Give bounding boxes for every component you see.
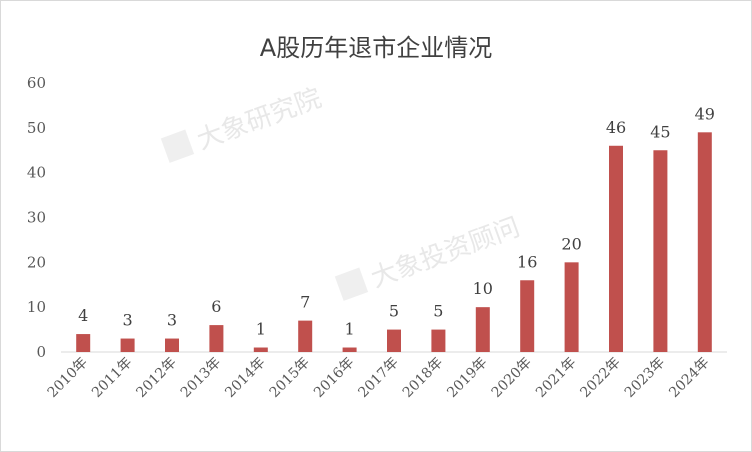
data-label: 3 xyxy=(167,311,177,330)
bars xyxy=(76,132,712,352)
y-tick-label: 30 xyxy=(27,209,46,227)
bar xyxy=(298,320,313,352)
x-tick-label: 2014年 xyxy=(222,355,268,401)
bar xyxy=(475,307,490,352)
data-label: 20 xyxy=(561,234,581,253)
x-tick-label: 2021年 xyxy=(533,355,579,401)
y-tick-label: 10 xyxy=(27,298,46,316)
x-axis: 2010年2011年2012年2013年2014年2015年2016年2017年… xyxy=(45,355,713,401)
y-tick-label: 60 xyxy=(27,74,46,92)
watermark-1: 大象研究院 xyxy=(160,83,326,163)
data-label: 49 xyxy=(695,104,715,123)
data-label: 6 xyxy=(211,297,221,316)
x-tick-label: 2018年 xyxy=(400,355,446,401)
data-label: 5 xyxy=(389,302,399,321)
x-tick-label: 2013年 xyxy=(178,355,224,401)
data-label: 45 xyxy=(650,122,670,141)
y-tick-label: 40 xyxy=(27,164,46,182)
bar xyxy=(76,334,91,352)
data-label: 7 xyxy=(300,293,310,312)
data-label: 10 xyxy=(473,279,493,298)
bar xyxy=(697,132,712,352)
chart-title: A股历年退市企业情况 xyxy=(260,34,492,62)
watermark-text-1: 大象研究院 xyxy=(193,83,325,156)
bar xyxy=(253,347,268,352)
x-tick-label: 2020年 xyxy=(489,355,535,401)
x-tick-label: 2015年 xyxy=(267,355,313,401)
x-tick-label: 2017年 xyxy=(355,355,401,401)
x-tick-label: 2019年 xyxy=(444,355,490,401)
data-label: 5 xyxy=(433,302,443,321)
watermark-logo-icon xyxy=(160,129,195,163)
x-tick-label: 2023年 xyxy=(622,355,668,401)
bar xyxy=(387,329,401,352)
bar xyxy=(564,262,579,352)
bar xyxy=(209,325,224,352)
x-tick-label: 2024年 xyxy=(666,355,712,401)
y-tick-label: 0 xyxy=(36,343,46,361)
bar xyxy=(653,150,668,352)
data-label: 3 xyxy=(123,311,133,330)
y-tick-label: 50 xyxy=(27,119,46,137)
x-tick-label: 2022年 xyxy=(577,355,623,401)
data-label: 16 xyxy=(517,252,537,271)
bar xyxy=(120,338,135,352)
bar xyxy=(165,338,179,352)
x-tick-label: 2012年 xyxy=(133,355,179,401)
data-label: 1 xyxy=(345,320,355,339)
watermark-text-2: 大象投资顾问 xyxy=(367,212,524,294)
x-tick-label: 2011年 xyxy=(89,355,135,401)
data-labels: 4 3 3 6 1 7 1 5 5 10 16 20 46 45 49 xyxy=(78,104,715,338)
data-label: 4 xyxy=(78,306,88,325)
y-tick-label: 20 xyxy=(27,253,46,271)
y-axis: 0 10 20 30 40 50 60 xyxy=(27,74,46,361)
watermark-2: 大象投资顾问 xyxy=(334,212,524,301)
x-tick-label: 2010年 xyxy=(45,355,91,401)
data-label: 1 xyxy=(256,320,266,339)
bar xyxy=(609,145,623,352)
bar xyxy=(520,280,535,352)
bar xyxy=(431,329,446,352)
x-tick-label: 2016年 xyxy=(311,355,357,401)
watermark-logo-icon xyxy=(334,267,369,301)
bar xyxy=(342,347,357,352)
data-label: 46 xyxy=(606,118,626,137)
